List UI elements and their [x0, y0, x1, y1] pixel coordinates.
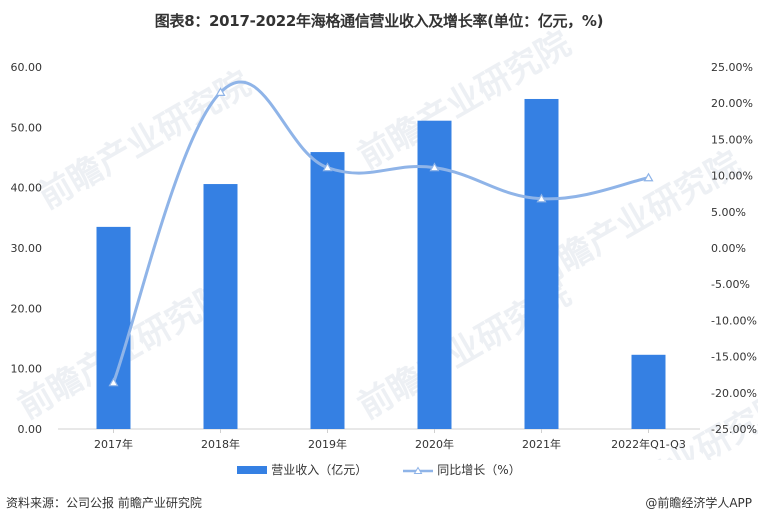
right-tick-label: -10.00%: [711, 314, 757, 327]
right-tick-label: 10.00%: [711, 170, 753, 183]
right-tick-label: -25.00%: [711, 423, 757, 436]
right-tick-label: -15.00%: [711, 351, 757, 364]
right-tick-label: -5.00%: [711, 278, 750, 291]
left-axis: 0.00 10.00 20.00 30.00 40.00 50.00 60.00: [11, 61, 43, 436]
right-axis: -25.00% -20.00% -15.00% -10.00% -5.00% 0.00% 5…: [711, 61, 757, 436]
revenue-bar: [310, 152, 345, 429]
x-tick-label: 2017年: [94, 437, 133, 451]
x-tick-label: 2021年: [522, 437, 561, 451]
triangle-marker-icon: [643, 172, 654, 182]
triangle-marker-icon: [429, 162, 440, 172]
revenue-bar: [631, 354, 666, 429]
left-tick-label: 10.00: [11, 363, 43, 376]
revenue-bar: [96, 226, 131, 429]
left-tick-label: 40.00: [11, 182, 43, 195]
source-note: 资料来源：公司公报 前瞻产业研究院: [6, 496, 202, 510]
triangle-marker-icon: [322, 162, 333, 172]
right-tick-label: 25.00%: [711, 61, 753, 74]
x-tick-label: 2020年: [415, 437, 454, 451]
x-tick-label: 2022年Q1-Q3: [611, 437, 686, 451]
right-tick-label: -20.00%: [711, 387, 757, 400]
right-tick-label: 15.00%: [711, 133, 753, 146]
chart-title: 图表8：2017-2022年海格通信营业收入及增长率(单位：亿元，%): [154, 12, 604, 30]
triangle-marker-icon: [108, 377, 119, 387]
chart-plot: 前瞻产业研究院前瞻产业研究院前瞻产业研究院前瞻产业研究院前瞻产业研究院前瞻产业研…: [11, 24, 758, 460]
left-tick-label: 50.00: [11, 121, 43, 134]
legend-label-revenue: 营业收入（亿元）: [271, 463, 368, 477]
x-axis: 2017年 2018年 2019年 2020年 2021年 2022年Q1-Q3: [94, 429, 686, 451]
right-tick-label: 5.00%: [711, 206, 746, 219]
bar-swatch-icon: [237, 465, 268, 474]
bar-series: [96, 98, 666, 430]
legend-label-growth: 同比增长（%）: [437, 463, 521, 477]
line-triangle-swatch-icon: [403, 465, 434, 475]
left-tick-label: 0.00: [18, 423, 43, 436]
line-markers: [108, 87, 654, 387]
left-tick-label: 20.00: [11, 302, 43, 315]
legend-item-revenue: 营业收入（亿元）: [237, 461, 367, 478]
x-tick-label: 2019年: [308, 437, 347, 451]
left-tick-label: 30.00: [11, 242, 43, 255]
legend: 营业收入（亿元） 同比增长（%）: [0, 461, 758, 478]
credit-note: @前瞻经济学人APP: [645, 496, 752, 510]
triangle-marker-icon: [215, 87, 226, 96]
right-tick-label: 20.00%: [711, 97, 753, 110]
revenue-bar: [417, 120, 452, 430]
triangle-marker-icon: [536, 193, 547, 203]
left-tick-label: 60.00: [11, 61, 43, 74]
right-tick-label: 0.00%: [711, 242, 746, 255]
revenue-bar: [203, 184, 238, 429]
revenue-bar: [524, 98, 559, 429]
x-tick-label: 2018年: [201, 437, 240, 451]
legend-item-growth: 同比增长（%）: [403, 461, 521, 478]
